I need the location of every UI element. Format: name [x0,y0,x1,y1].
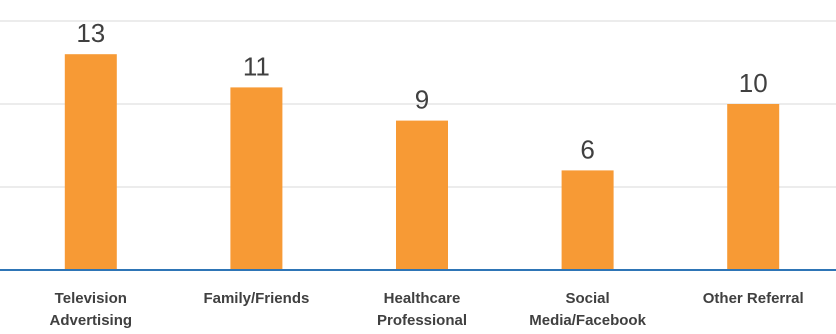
category-label: Family/Friends [203,290,309,307]
data-label: 13 [76,18,105,48]
data-label: 10 [739,68,768,98]
data-label: 6 [580,134,594,164]
bar [230,87,283,271]
category-label: Professional [377,312,467,329]
bar [396,120,448,270]
data-label: 9 [415,85,429,115]
category-label: Healthcare [384,290,461,307]
bars [64,54,780,271]
category-label: Television [55,290,127,307]
category-label: Advertising [50,312,133,329]
category-labels: Television Advertising Family/Friends Healt… [50,290,804,329]
bar [727,104,780,270]
bar [561,170,614,270]
data-labels: 13 11 9 6 10 [76,18,767,164]
category-label: Social [566,290,610,307]
category-label: Media/Facebook [529,312,646,329]
category-label: Other Referral [703,290,804,307]
bar [64,54,117,271]
data-label: 11 [243,51,270,81]
